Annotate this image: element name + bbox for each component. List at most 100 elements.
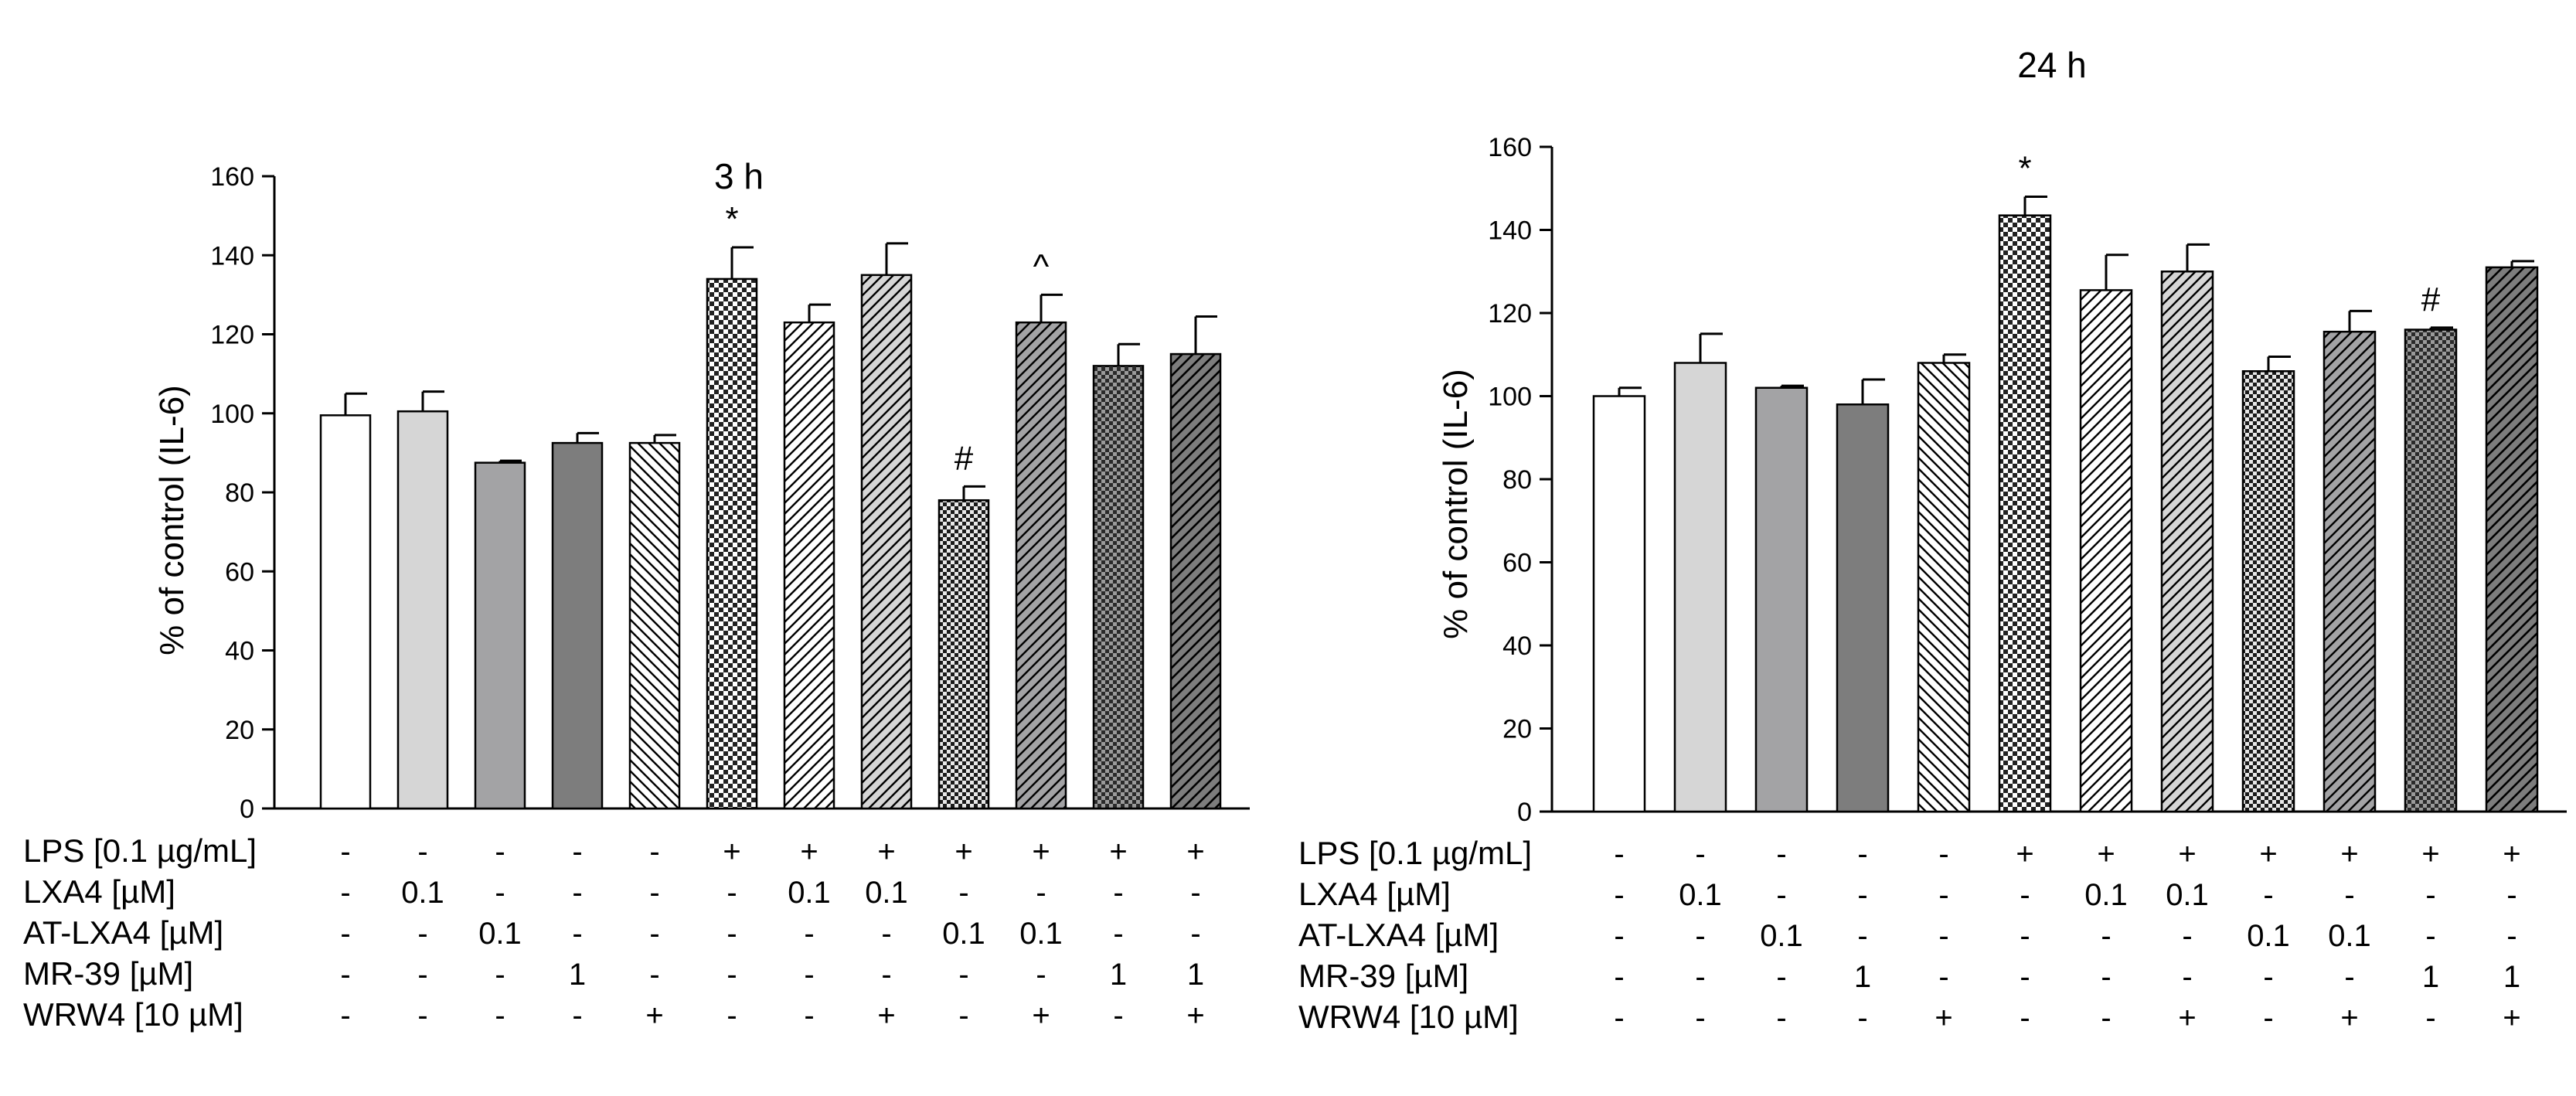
bar	[860, 274, 913, 810]
treatment-value: -	[1614, 919, 1624, 953]
treatment-value: +	[800, 835, 818, 869]
treatment-value: -	[572, 876, 582, 910]
treatment-value: -	[495, 999, 505, 1033]
treatment-value: -	[417, 835, 427, 869]
treatment-value: -	[881, 917, 891, 951]
treatment-value: -	[1113, 876, 1123, 910]
panel-title: 24 h	[2017, 45, 2087, 85]
panel-3h: 3 h % of control (IL-6) 0 20 40 60 80 100 120 1…	[23, 156, 1250, 1033]
treatment-value: -	[1113, 917, 1123, 951]
treatment-value: +	[2421, 837, 2439, 871]
treatment-value: -	[958, 958, 968, 992]
treatment-value: +	[1935, 1001, 1952, 1035]
bar	[938, 499, 990, 810]
treatment-value: -	[2182, 919, 2192, 953]
treatment-value: 0.1	[788, 876, 831, 910]
treatment-value: -	[1614, 837, 1624, 871]
treatment-value: -	[2101, 919, 2111, 953]
treatment-value: -	[1113, 999, 1123, 1033]
treatment-value: -	[1036, 876, 1046, 910]
treatment-value: -	[495, 876, 505, 910]
treatment-value: -	[417, 999, 427, 1033]
row-label-lps: LPS [0.1 µg/mL]	[23, 832, 257, 869]
treatment-value: -	[2020, 960, 2030, 994]
treatment-value: +	[2503, 1001, 2520, 1035]
treatment-values: - - - - - + + + + + + + - 0.1 - - - - 0.1 0.1 - - - - - - 0.1 - - - - -…	[1614, 837, 2520, 1035]
treatment-value: -	[340, 999, 350, 1033]
treatment-value: -	[1695, 837, 1705, 871]
row-label-wrw4: WRW4 [10 µM]	[1298, 999, 1519, 1035]
treatment-value: -	[1190, 876, 1200, 910]
bar	[396, 410, 449, 810]
y-axis-label: % of control (IL-6)	[1437, 369, 1475, 639]
treatment-value: -	[1695, 919, 1705, 953]
y-tick-label: 20	[225, 716, 254, 745]
treatment-value: -	[2182, 960, 2192, 994]
bar	[1592, 395, 1646, 813]
y-tick-label: 60	[1502, 549, 1532, 578]
treatment-value: -	[572, 917, 582, 951]
significance-mark: ^	[1033, 247, 1050, 285]
treatment-value: 0.1	[2328, 919, 2371, 953]
treatment-value: +	[2178, 837, 2196, 871]
y-tick-label: 120	[210, 321, 254, 350]
y-tick-label: 40	[225, 637, 254, 666]
treatment-value: -	[2506, 919, 2516, 953]
treatment-values: - - - - - + + + + + + + - 0.1 - - - - 0.1 0.1 - - - - - - 0.1 - - - - -…	[340, 835, 1204, 1033]
significance-mark: #	[955, 439, 974, 477]
treatment-value: -	[2506, 878, 2516, 912]
treatment-value: -	[2263, 1001, 2273, 1035]
treatment-value: +	[2340, 837, 2358, 871]
bar	[2160, 271, 2214, 813]
y-tick-label: 140	[210, 241, 254, 271]
treatment-value: -	[1036, 958, 1046, 992]
treatment-value: 1	[2422, 960, 2439, 994]
treatment-value: +	[2340, 1001, 2358, 1035]
row-label-mr-39: MR-39 [µM]	[1298, 958, 1468, 994]
treatment-value: -	[2263, 960, 2273, 994]
treatment-value: -	[1857, 1001, 1867, 1035]
treatment-value: 1	[1854, 960, 1871, 994]
bar	[551, 441, 604, 810]
treatment-value: 0.1	[401, 876, 444, 910]
significance-mark: *	[2018, 150, 2031, 188]
treatment-value: +	[2178, 1001, 2196, 1035]
treatment-value: 0.1	[1679, 878, 1722, 912]
bar	[319, 414, 372, 810]
treatment-value: -	[1776, 960, 1786, 994]
y-tick-label: 0	[1517, 798, 1532, 827]
bar	[1754, 386, 1809, 813]
treatment-value: -	[1614, 878, 1624, 912]
significance-mark: #	[2421, 281, 2441, 318]
treatment-value: -	[340, 835, 350, 869]
treatment-value: 0.1	[2166, 878, 2209, 912]
treatment-value: +	[2097, 837, 2115, 871]
treatment-value: -	[495, 958, 505, 992]
treatment-value: -	[417, 958, 427, 992]
bar	[1917, 362, 1971, 813]
treatment-value: -	[417, 917, 427, 951]
treatment-value: -	[1938, 878, 1948, 912]
treatment-value: -	[340, 917, 350, 951]
treatment-value: -	[1857, 878, 1867, 912]
treatment-value: 0.1	[1760, 919, 1803, 953]
treatment-value: +	[1109, 835, 1127, 869]
treatment-value: -	[1190, 917, 1200, 951]
bars: * # ^	[319, 200, 1222, 810]
treatment-value: -	[1695, 960, 1705, 994]
treatment-value: -	[804, 999, 814, 1033]
y-tick-label: 80	[1502, 465, 1532, 495]
treatment-value: -	[340, 958, 350, 992]
treatment-value: -	[1938, 837, 1948, 871]
treatment-value: 1	[569, 958, 586, 992]
treatment-value: 0.1	[2084, 878, 2128, 912]
bar	[2241, 370, 2295, 813]
bar	[1015, 321, 1067, 810]
bars: *#	[1592, 150, 2539, 813]
significance-mark: *	[725, 200, 738, 238]
row-label-at-lxa4: AT-LXA4 [µM]	[1298, 917, 1499, 953]
treatment-value: +	[877, 835, 895, 869]
y-tick-label: 80	[225, 478, 254, 508]
treatment-value: +	[1186, 835, 1204, 869]
treatment-value: -	[649, 835, 659, 869]
